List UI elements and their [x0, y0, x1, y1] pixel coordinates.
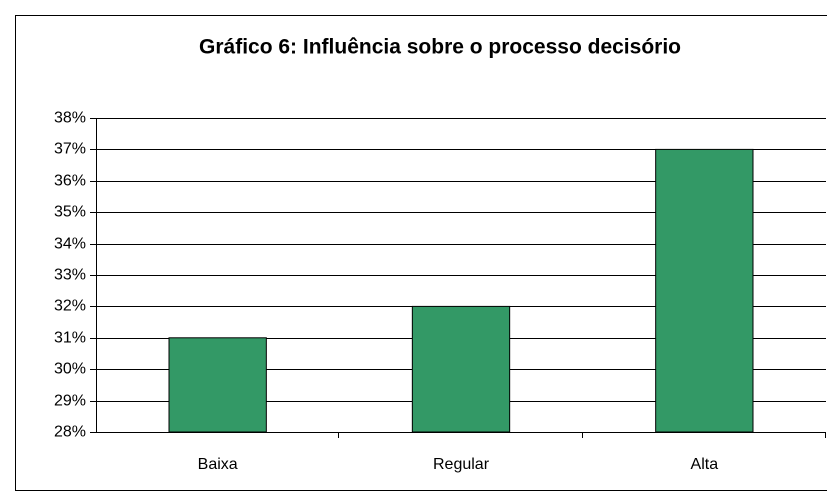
y-tick-label: 36%: [54, 173, 86, 190]
y-tick-label: 31%: [54, 330, 86, 347]
y-tick-label: 33%: [54, 267, 86, 284]
x-tick-label: Alta: [691, 456, 719, 473]
y-tick-label: 38%: [54, 110, 86, 127]
y-tick-label: 37%: [54, 141, 86, 158]
y-tick-label: 34%: [54, 236, 86, 253]
chart-title: Gráfico 6: Influência sobre o processo d…: [199, 36, 681, 59]
bar: [168, 337, 267, 433]
x-tick-label: Regular: [433, 456, 490, 473]
y-tick-label: 29%: [54, 393, 86, 410]
x-tick-label: Baixa: [198, 456, 238, 473]
y-tick-label: 32%: [54, 298, 86, 315]
y-tick-label: 30%: [54, 361, 86, 378]
y-tick-label: 35%: [54, 204, 86, 221]
bar: [411, 305, 511, 433]
bar: [655, 148, 754, 433]
y-tick-label: 28%: [54, 424, 86, 441]
